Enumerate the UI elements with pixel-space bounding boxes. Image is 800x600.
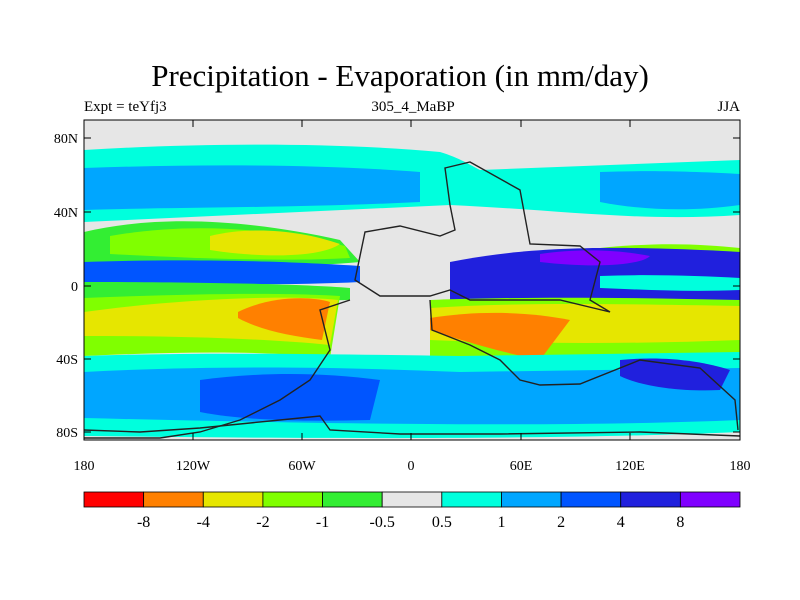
- map-area: [83, 119, 741, 441]
- colorbar-swatch: [501, 491, 562, 508]
- field-itcz-blue: [84, 260, 360, 285]
- land-outline-west-hemisphere: [84, 299, 351, 439]
- x-tick-label: 180: [74, 459, 95, 474]
- x-tick-label: 120E: [615, 459, 645, 474]
- colorbar-label: -0.5: [370, 514, 395, 531]
- field-north-sky-east: [600, 171, 740, 210]
- colorbar-swatch: [620, 491, 681, 508]
- colorbar-swatch: [202, 491, 264, 508]
- x-tick-label: 60E: [510, 459, 533, 474]
- colorbar-swatch: [83, 491, 145, 508]
- colorbar-label: 4: [617, 514, 625, 531]
- x-tick-label: 180: [730, 459, 751, 474]
- colorbar-swatch: [560, 491, 622, 508]
- field-south-trop-orange: [238, 298, 330, 340]
- colorbar-label: 2: [557, 514, 565, 531]
- experiment-label: Expt = teYfj3: [84, 99, 167, 115]
- y-tick-label: 80S: [56, 426, 78, 441]
- colorbar-swatch: [679, 491, 741, 508]
- colorbar-swatch: [143, 491, 204, 508]
- land-outline-antarctic: [83, 415, 741, 437]
- season-label: JJA: [717, 99, 740, 115]
- colorbar-label: 1: [497, 514, 505, 531]
- y-tick-label: 40S: [56, 353, 78, 368]
- land-outline-south-landmass: [429, 299, 739, 431]
- colorbar-label: -1: [316, 514, 329, 531]
- map-frame: [83, 119, 741, 441]
- colorbar-swatch: [441, 491, 502, 508]
- field-east-south-orange: [430, 312, 570, 360]
- colorbar-label: 0.5: [432, 514, 452, 531]
- colorbar-swatch: [322, 491, 383, 508]
- x-axis: 180 120W 60W 0 60E 120E 180: [74, 459, 751, 474]
- map-title: Precipitation - Evaporation (in mm/day): [151, 58, 649, 93]
- colorbar-label: 8: [676, 514, 684, 531]
- colorbar: -8 -4 -2 -1 -0.5 0.5 1 2 4 8: [83, 491, 741, 531]
- x-tick-label: 120W: [176, 459, 211, 474]
- field-south-blue: [200, 374, 380, 421]
- colorbar-label: -4: [197, 514, 210, 531]
- colorbar-label: -2: [256, 514, 269, 531]
- y-tick-label: 0: [71, 280, 78, 295]
- field-east-cyan-band: [600, 275, 740, 291]
- land-outline-north-landmass: [354, 161, 611, 313]
- field-south-deep-blue: [620, 358, 730, 391]
- y-tick-label: 80N: [54, 132, 78, 147]
- colorbar-swatch: [381, 491, 443, 508]
- y-tick-label: 40N: [54, 206, 78, 221]
- y-axis: 80N 40N 0 40S 80S: [54, 132, 78, 441]
- x-tick-label: 0: [408, 459, 415, 474]
- colorbar-label: -8: [137, 514, 150, 531]
- colorbar-swatch: [262, 491, 323, 508]
- period-label: 305_4_MaBP: [371, 99, 455, 115]
- field-north-sky: [84, 165, 420, 210]
- field-north-yellow: [210, 230, 340, 256]
- x-tick-label: 60W: [288, 459, 316, 474]
- map-ticks: [83, 120, 741, 440]
